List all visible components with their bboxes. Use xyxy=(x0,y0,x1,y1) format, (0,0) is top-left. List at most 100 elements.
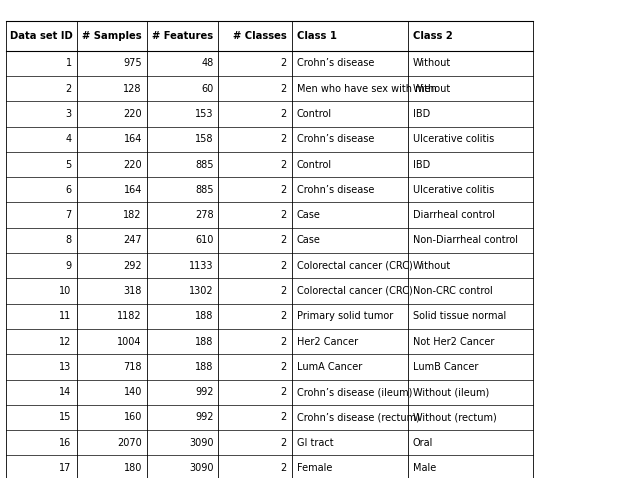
Text: Without: Without xyxy=(413,261,451,271)
Text: Female: Female xyxy=(297,463,332,473)
Text: Class 2: Class 2 xyxy=(413,31,452,41)
Text: 140: 140 xyxy=(124,387,142,397)
Text: 3090: 3090 xyxy=(189,463,213,473)
Text: Men who have sex with men: Men who have sex with men xyxy=(297,84,436,94)
Text: 60: 60 xyxy=(201,84,213,94)
Text: 3090: 3090 xyxy=(189,438,213,448)
Text: 1302: 1302 xyxy=(189,286,213,296)
Text: 188: 188 xyxy=(195,337,213,347)
Text: Diarrheal control: Diarrheal control xyxy=(413,210,495,220)
Text: 2: 2 xyxy=(280,387,287,397)
Text: Without: Without xyxy=(413,58,451,68)
Text: 2: 2 xyxy=(280,337,287,347)
Text: # Samples: # Samples xyxy=(83,31,142,41)
Text: Crohn’s disease: Crohn’s disease xyxy=(297,134,374,144)
Text: 182: 182 xyxy=(124,210,142,220)
Text: Non-CRC control: Non-CRC control xyxy=(413,286,493,296)
Text: 2070: 2070 xyxy=(117,438,142,448)
Text: 292: 292 xyxy=(124,261,142,271)
Text: 4: 4 xyxy=(65,134,72,144)
Text: 2: 2 xyxy=(280,235,287,245)
Text: Colorectal cancer (CRC): Colorectal cancer (CRC) xyxy=(297,261,413,271)
Text: 278: 278 xyxy=(195,210,213,220)
Text: 10: 10 xyxy=(60,286,72,296)
Text: 2: 2 xyxy=(280,109,287,119)
Text: 975: 975 xyxy=(124,58,142,68)
Text: 13: 13 xyxy=(60,362,72,372)
Text: Crohn’s disease (rectum): Crohn’s disease (rectum) xyxy=(297,413,420,423)
Text: Control: Control xyxy=(297,109,332,119)
Text: Male: Male xyxy=(413,463,436,473)
Text: 992: 992 xyxy=(195,413,213,423)
Text: Ulcerative colitis: Ulcerative colitis xyxy=(413,185,494,195)
Text: 164: 164 xyxy=(124,134,142,144)
Text: 220: 220 xyxy=(124,160,142,170)
Text: 1: 1 xyxy=(65,58,72,68)
Text: 2: 2 xyxy=(280,134,287,144)
Text: Control: Control xyxy=(297,160,332,170)
Text: Her2 Cancer: Her2 Cancer xyxy=(297,337,358,347)
Text: IBD: IBD xyxy=(413,160,430,170)
Text: 160: 160 xyxy=(124,413,142,423)
Text: 2: 2 xyxy=(280,261,287,271)
Text: 16: 16 xyxy=(60,438,72,448)
Text: Without: Without xyxy=(413,84,451,94)
Text: Colorectal cancer (CRC): Colorectal cancer (CRC) xyxy=(297,286,413,296)
Text: 8: 8 xyxy=(65,235,72,245)
Text: Case: Case xyxy=(297,210,321,220)
Text: 153: 153 xyxy=(195,109,213,119)
Text: 188: 188 xyxy=(195,362,213,372)
Text: 2: 2 xyxy=(280,311,287,321)
Text: Non-Diarrheal control: Non-Diarrheal control xyxy=(413,235,518,245)
Text: 247: 247 xyxy=(124,235,142,245)
Text: 6: 6 xyxy=(65,185,72,195)
Text: 188: 188 xyxy=(195,311,213,321)
Text: 718: 718 xyxy=(124,362,142,372)
Text: 2: 2 xyxy=(280,58,287,68)
Text: 1004: 1004 xyxy=(117,337,142,347)
Text: 885: 885 xyxy=(195,160,213,170)
Text: 11: 11 xyxy=(60,311,72,321)
Text: Case: Case xyxy=(297,235,321,245)
Text: 220: 220 xyxy=(124,109,142,119)
Text: 9: 9 xyxy=(65,261,72,271)
Text: 180: 180 xyxy=(124,463,142,473)
Text: 15: 15 xyxy=(60,413,72,423)
Text: 2: 2 xyxy=(280,413,287,423)
Text: 2: 2 xyxy=(280,362,287,372)
Text: 318: 318 xyxy=(124,286,142,296)
Text: LumB Cancer: LumB Cancer xyxy=(413,362,478,372)
Text: Not Her2 Cancer: Not Her2 Cancer xyxy=(413,337,494,347)
Text: 2: 2 xyxy=(280,185,287,195)
Text: 12: 12 xyxy=(60,337,72,347)
Text: LumA Cancer: LumA Cancer xyxy=(297,362,362,372)
Text: 164: 164 xyxy=(124,185,142,195)
Text: Crohn’s disease (ileum): Crohn’s disease (ileum) xyxy=(297,387,412,397)
Text: 128: 128 xyxy=(124,84,142,94)
Text: 158: 158 xyxy=(195,134,213,144)
Text: 2: 2 xyxy=(65,84,72,94)
Text: 1182: 1182 xyxy=(117,311,142,321)
Text: 2: 2 xyxy=(280,84,287,94)
Text: Solid tissue normal: Solid tissue normal xyxy=(413,311,506,321)
Text: Ulcerative colitis: Ulcerative colitis xyxy=(413,134,494,144)
Text: 2: 2 xyxy=(280,210,287,220)
Text: Crohn’s disease: Crohn’s disease xyxy=(297,58,374,68)
Text: 14: 14 xyxy=(60,387,72,397)
Text: 2: 2 xyxy=(280,286,287,296)
Text: 2: 2 xyxy=(280,463,287,473)
Text: 5: 5 xyxy=(65,160,72,170)
Text: 992: 992 xyxy=(195,387,213,397)
Text: 48: 48 xyxy=(201,58,213,68)
Text: 1133: 1133 xyxy=(189,261,213,271)
Text: 885: 885 xyxy=(195,185,213,195)
Text: 3: 3 xyxy=(65,109,72,119)
Text: Data set ID: Data set ID xyxy=(10,31,73,41)
Text: 2: 2 xyxy=(280,160,287,170)
Text: Primary solid tumor: Primary solid tumor xyxy=(297,311,393,321)
Text: # Features: # Features xyxy=(152,31,213,41)
Text: Class 1: Class 1 xyxy=(297,31,337,41)
Text: GI tract: GI tract xyxy=(297,438,333,448)
Text: Without (ileum): Without (ileum) xyxy=(413,387,489,397)
Text: 17: 17 xyxy=(60,463,72,473)
